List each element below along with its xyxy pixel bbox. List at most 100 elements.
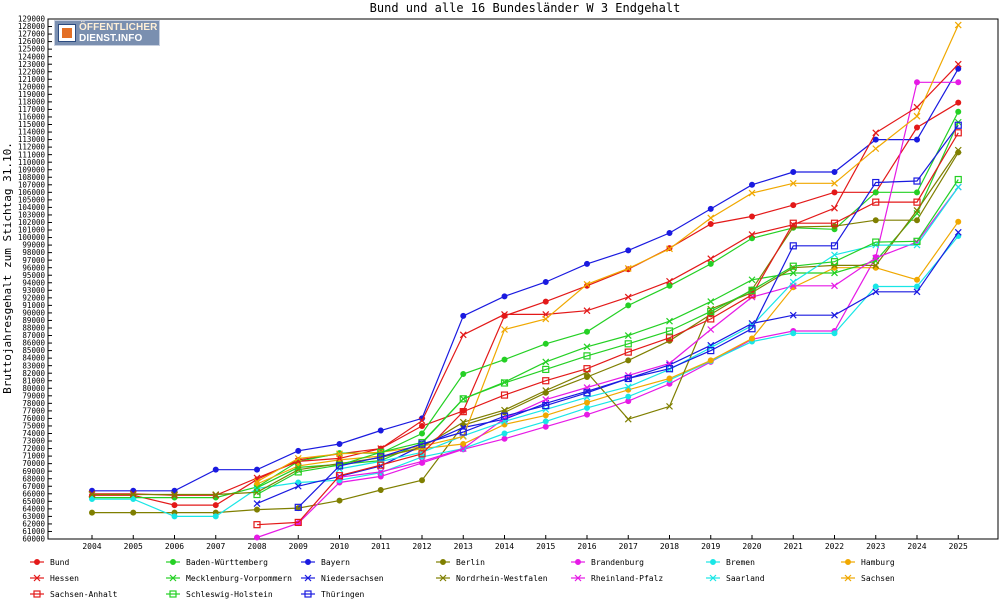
y-tick-label: 61000 <box>22 527 45 536</box>
series-1 <box>89 108 962 501</box>
data-point-stroke <box>748 293 756 301</box>
y-tick-label: 75000 <box>22 422 45 431</box>
data-point <box>707 315 715 323</box>
legend-label: Baden-Württemberg <box>186 558 268 567</box>
data-point <box>584 328 590 335</box>
legend-marker <box>169 574 177 582</box>
x-tick-label: 2007 <box>206 542 225 551</box>
data-point <box>914 283 920 290</box>
y-tick-label: 129000 <box>18 15 46 24</box>
plot-frame <box>47 18 999 540</box>
data-point <box>872 283 879 290</box>
x-tick-label: 2014 <box>495 542 514 551</box>
legend-item: Nordrhein-Westfalen <box>436 574 548 583</box>
data-point <box>335 462 344 470</box>
data-point <box>707 260 714 267</box>
data-point <box>914 189 920 196</box>
series-line <box>92 152 959 514</box>
data-point <box>913 103 921 111</box>
legend-label: Bund <box>50 558 69 567</box>
data-point <box>872 145 880 153</box>
data-point <box>89 509 95 516</box>
data-point <box>914 79 920 86</box>
y-tick-label: 64000 <box>22 504 45 513</box>
y-tick-label: 82000 <box>22 369 45 378</box>
data-point <box>542 418 549 425</box>
data-point <box>913 210 921 217</box>
data-point <box>294 454 302 462</box>
series-line <box>256 24 959 483</box>
data-point <box>253 521 261 529</box>
data-point <box>666 277 673 285</box>
data-point <box>336 497 343 504</box>
legend-marker-stroke <box>304 574 312 582</box>
series-line <box>92 68 959 492</box>
data-point <box>790 202 797 209</box>
legend-label: Mecklenburg-Vorpommern <box>186 574 292 583</box>
data-point <box>955 79 962 86</box>
data-point <box>501 326 508 333</box>
data-point <box>790 330 797 337</box>
data-point <box>542 358 550 366</box>
data-point-stroke <box>501 414 508 422</box>
legend-marker <box>844 574 852 582</box>
legend-marker <box>845 559 851 565</box>
data-point <box>624 348 632 356</box>
series-11 <box>336 183 962 481</box>
data-point <box>954 146 962 154</box>
y-tick-label: 117000 <box>18 105 46 114</box>
x-tick-label: 2006 <box>165 542 184 551</box>
legend-item: Sachsen-Anhalt <box>30 590 118 599</box>
legend-item: Rheinland-Pfalz <box>571 574 663 583</box>
legend-label: Saarland <box>726 574 765 583</box>
series-2 <box>89 65 962 494</box>
data-point-stroke <box>789 311 797 319</box>
data-point <box>954 21 962 29</box>
data-point <box>872 217 879 224</box>
data-point <box>253 500 261 508</box>
legend-label: Brandenburg <box>591 558 644 567</box>
data-point-stroke <box>542 396 550 404</box>
y-tick-label: 86000 <box>22 339 45 348</box>
data-point <box>748 325 756 333</box>
logo-icon <box>58 24 76 42</box>
legend-label: Thüringen <box>321 590 365 599</box>
series-line <box>92 111 959 499</box>
y-tick-label: 74000 <box>22 429 45 438</box>
legend-marker <box>439 574 447 582</box>
data-point-stroke <box>789 269 797 277</box>
data-point <box>831 204 838 212</box>
y-tick-label: 109000 <box>18 165 46 174</box>
y-tick-label: 90000 <box>22 309 45 318</box>
series-line <box>256 132 959 526</box>
data-point-stroke <box>707 214 715 222</box>
series-0 <box>89 99 962 509</box>
data-point <box>459 445 467 452</box>
data-point-stroke <box>583 280 591 288</box>
data-point <box>872 129 880 137</box>
y-tick-label: 95000 <box>22 271 45 280</box>
x-tick-label: 2011 <box>371 542 390 551</box>
data-point <box>418 417 426 425</box>
legend-label: Berlin <box>456 558 485 567</box>
data-point <box>459 418 467 426</box>
data-point-stroke <box>831 311 838 319</box>
data-point-stroke <box>501 406 508 414</box>
data-point-stroke <box>666 317 673 325</box>
y-tick-label: 118000 <box>18 97 46 106</box>
legend-marker <box>709 574 717 582</box>
data-point <box>955 108 962 115</box>
y-tick-label: 68000 <box>22 474 45 483</box>
data-point <box>542 279 549 286</box>
y-tick-label: 65000 <box>22 497 45 506</box>
data-point <box>789 278 797 286</box>
data-point <box>294 468 302 476</box>
data-point <box>913 237 921 245</box>
data-point-stroke <box>666 245 673 253</box>
data-point <box>914 124 920 131</box>
data-point-stroke <box>872 129 880 137</box>
data-point <box>584 411 590 418</box>
data-point-stroke <box>954 60 962 68</box>
data-point <box>583 280 591 288</box>
y-tick-label: 84000 <box>22 354 45 363</box>
